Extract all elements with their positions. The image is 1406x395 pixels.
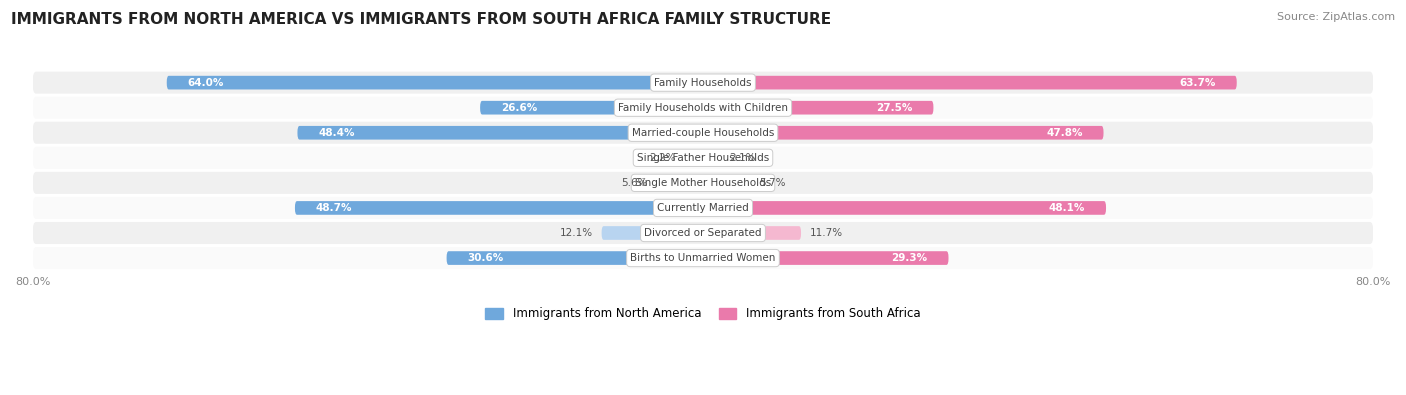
FancyBboxPatch shape bbox=[32, 71, 1374, 94]
Text: 48.1%: 48.1% bbox=[1049, 203, 1085, 213]
FancyBboxPatch shape bbox=[295, 201, 703, 215]
Text: 47.8%: 47.8% bbox=[1046, 128, 1083, 138]
Text: Single Father Households: Single Father Households bbox=[637, 153, 769, 163]
FancyBboxPatch shape bbox=[167, 76, 703, 90]
Text: Currently Married: Currently Married bbox=[657, 203, 749, 213]
FancyBboxPatch shape bbox=[32, 147, 1374, 169]
FancyBboxPatch shape bbox=[32, 247, 1374, 269]
FancyBboxPatch shape bbox=[703, 101, 934, 115]
Text: 48.4%: 48.4% bbox=[318, 128, 354, 138]
Text: Family Households: Family Households bbox=[654, 78, 752, 88]
FancyBboxPatch shape bbox=[685, 151, 703, 165]
Text: 64.0%: 64.0% bbox=[187, 78, 224, 88]
Text: 2.1%: 2.1% bbox=[728, 153, 755, 163]
Legend: Immigrants from North America, Immigrants from South Africa: Immigrants from North America, Immigrant… bbox=[481, 303, 925, 325]
Text: 11.7%: 11.7% bbox=[810, 228, 842, 238]
FancyBboxPatch shape bbox=[703, 151, 721, 165]
Text: 2.2%: 2.2% bbox=[650, 153, 676, 163]
FancyBboxPatch shape bbox=[703, 251, 949, 265]
FancyBboxPatch shape bbox=[703, 176, 751, 190]
Text: Births to Unmarried Women: Births to Unmarried Women bbox=[630, 253, 776, 263]
FancyBboxPatch shape bbox=[703, 76, 1237, 90]
FancyBboxPatch shape bbox=[298, 126, 703, 139]
FancyBboxPatch shape bbox=[32, 172, 1374, 194]
FancyBboxPatch shape bbox=[32, 222, 1374, 244]
Text: 48.7%: 48.7% bbox=[316, 203, 353, 213]
FancyBboxPatch shape bbox=[479, 101, 703, 115]
Text: Married-couple Households: Married-couple Households bbox=[631, 128, 775, 138]
Text: Divorced or Separated: Divorced or Separated bbox=[644, 228, 762, 238]
Text: Family Households with Children: Family Households with Children bbox=[619, 103, 787, 113]
Text: Source: ZipAtlas.com: Source: ZipAtlas.com bbox=[1277, 12, 1395, 22]
Text: 5.6%: 5.6% bbox=[621, 178, 648, 188]
Text: 5.7%: 5.7% bbox=[759, 178, 786, 188]
Text: 27.5%: 27.5% bbox=[876, 103, 912, 113]
Text: 30.6%: 30.6% bbox=[468, 253, 503, 263]
Text: Single Mother Households: Single Mother Households bbox=[636, 178, 770, 188]
Text: 26.6%: 26.6% bbox=[501, 103, 537, 113]
FancyBboxPatch shape bbox=[703, 126, 1104, 139]
FancyBboxPatch shape bbox=[32, 197, 1374, 219]
FancyBboxPatch shape bbox=[703, 201, 1107, 215]
Text: IMMIGRANTS FROM NORTH AMERICA VS IMMIGRANTS FROM SOUTH AFRICA FAMILY STRUCTURE: IMMIGRANTS FROM NORTH AMERICA VS IMMIGRA… bbox=[11, 12, 831, 27]
FancyBboxPatch shape bbox=[32, 97, 1374, 119]
Text: 29.3%: 29.3% bbox=[891, 253, 928, 263]
FancyBboxPatch shape bbox=[602, 226, 703, 240]
FancyBboxPatch shape bbox=[703, 226, 801, 240]
FancyBboxPatch shape bbox=[32, 122, 1374, 144]
Text: 63.7%: 63.7% bbox=[1180, 78, 1216, 88]
FancyBboxPatch shape bbox=[657, 176, 703, 190]
FancyBboxPatch shape bbox=[447, 251, 703, 265]
Text: 12.1%: 12.1% bbox=[560, 228, 593, 238]
